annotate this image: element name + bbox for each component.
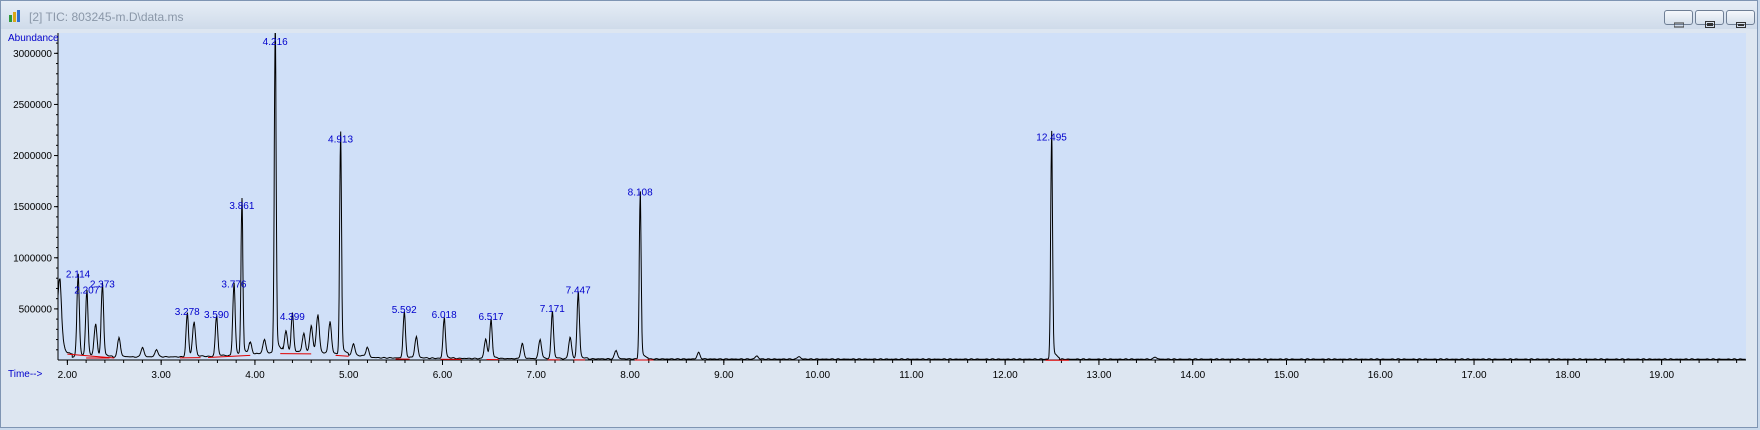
peak-label: 2.114 <box>66 269 91 280</box>
peak-label: 3.278 <box>175 307 200 318</box>
peak-label: 4.913 <box>328 134 353 145</box>
y-tick-label: 500000 <box>19 304 53 315</box>
tic-trace <box>57 33 1746 361</box>
chromatogram-app-icon <box>9 10 20 22</box>
peak-label: 8.108 <box>628 187 653 198</box>
peak-label: 5.592 <box>392 305 417 316</box>
x-tick-label: 16.00 <box>1368 370 1393 381</box>
x-tick-label: 15.00 <box>1274 370 1299 381</box>
x-tick-label: 13.00 <box>1086 370 1111 381</box>
x-tick-label: 19.00 <box>1649 370 1674 381</box>
window-title: [2] TIC: 803245-m.D\data.ms <box>29 10 184 24</box>
x-tick-label: 6.00 <box>433 370 453 381</box>
peak-label: 2.373 <box>90 279 115 290</box>
close-button[interactable] <box>1726 10 1755 28</box>
y-tick-label: 3000000 <box>13 49 52 60</box>
peak-label: 6.018 <box>432 310 457 321</box>
x-tick-label: 14.00 <box>1180 370 1205 381</box>
peak-label: 7.447 <box>566 286 591 297</box>
chromatogram-chart: Abundance Time--> 500000 1000000 1500000 2000… <box>8 33 1746 381</box>
y-tick-label: 2500000 <box>13 100 52 111</box>
x-tick-label: 12.00 <box>993 370 1018 381</box>
x-axis-title: Time--> <box>8 369 43 380</box>
x-tick-label: 7.00 <box>527 370 547 381</box>
integration-baseline <box>208 354 251 358</box>
plot-area <box>58 33 1746 360</box>
x-tick-label: 3.00 <box>151 370 171 381</box>
chromatogram-plot[interactable]: Abundance Time--> 500000 1000000 1500000 2000… <box>6 33 1750 425</box>
x-tick-label: 10.00 <box>805 370 830 381</box>
x-tick-label: 18.00 <box>1555 370 1580 381</box>
integration-baseline <box>335 354 349 357</box>
x-tick-label: 2.00 <box>58 370 78 381</box>
minimize-button[interactable] <box>1664 10 1693 28</box>
peak-label: 2.207 <box>74 286 99 297</box>
restore-icon <box>1705 15 1715 33</box>
restore-button[interactable] <box>1695 10 1724 28</box>
minimize-icon <box>1673 15 1685 33</box>
peak-label: 3.861 <box>229 201 254 212</box>
peak-label: 3.776 <box>221 279 246 290</box>
y-tick-label: 1500000 <box>13 202 52 213</box>
peak-label: 3.590 <box>204 310 229 321</box>
integration-baseline <box>67 353 115 359</box>
y-axis-title: Abundance <box>8 33 59 44</box>
x-tick-label: 11.00 <box>899 370 924 381</box>
x-tick-label: 5.00 <box>339 370 359 381</box>
peak-label: 7.171 <box>540 304 565 315</box>
peak-label: 4.216 <box>263 37 288 48</box>
x-tick-label: 9.00 <box>714 370 734 381</box>
x-tick-label: 17.00 <box>1462 370 1487 381</box>
peak-label: 4.399 <box>280 312 305 323</box>
close-icon <box>1736 15 1746 33</box>
peak-label: 12.495 <box>1036 132 1067 143</box>
x-tick-label: 8.00 <box>620 370 640 381</box>
y-tick-label: 1000000 <box>13 253 52 264</box>
window-titlebar[interactable]: [2] TIC: 803245-m.D\data.ms <box>1 1 1757 29</box>
x-tick-label: 4.00 <box>245 370 265 381</box>
y-tick-label: 2000000 <box>13 151 52 162</box>
peak-label: 6.517 <box>478 312 503 323</box>
